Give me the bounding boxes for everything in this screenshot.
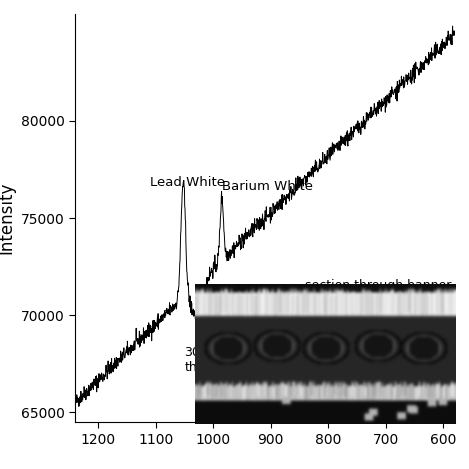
Text: Barium White: Barium White: [222, 180, 313, 193]
Text: section through banner: section through banner: [305, 279, 452, 292]
Y-axis label: Intensity: Intensity: [0, 182, 15, 254]
Text: Lead White: Lead White: [150, 176, 225, 189]
Text: 300μm
thickness: 300μm thickness: [184, 346, 243, 374]
